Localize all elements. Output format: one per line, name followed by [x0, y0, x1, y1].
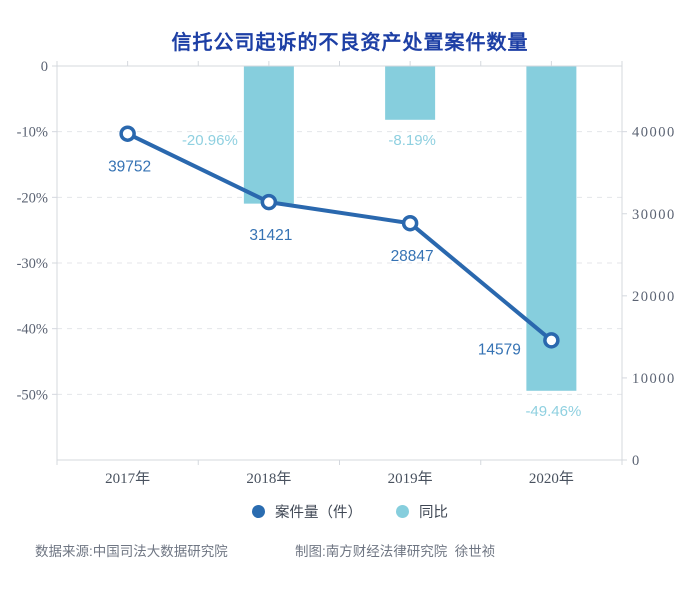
credit-text: 制图:南方财经法律研究院 徐世祯	[295, 544, 496, 559]
bar-series-dot-icon	[396, 505, 409, 518]
cases-line-point	[401, 214, 419, 232]
legend-item-cases: 案件量（件）	[252, 501, 362, 522]
left-axis-label: -50%	[17, 387, 48, 403]
yoy-bar-label: -8.19%	[388, 132, 436, 149]
right-axis-label: 30000	[632, 207, 676, 223]
right-axis-label: 20000	[632, 289, 676, 305]
yoy-bar-label: -20.96%	[182, 132, 238, 149]
x-axis-label: 2020年	[529, 470, 574, 487]
legend-item-yoy: 同比	[396, 501, 448, 522]
chart-legend: 案件量（件） 同比	[0, 501, 700, 522]
chart-footer: 数据来源:中国司法大数据研究院 制图:南方财经法律研究院 徐世祯	[0, 540, 700, 560]
yoy-bar	[243, 66, 294, 204]
cases-value-label: 39752	[108, 159, 151, 176]
left-axis-label: 0	[41, 59, 48, 75]
x-axis-label: 2018年	[246, 470, 291, 487]
left-axis-label: -10%	[17, 125, 48, 141]
right-axis-label: 0	[632, 453, 641, 469]
cases-value-label: 14579	[478, 341, 521, 358]
cases-value-label: 28847	[391, 248, 434, 265]
line-series-dot-icon	[252, 505, 265, 518]
cases-line-point	[119, 125, 136, 142]
x-axis-label: 2017年	[105, 470, 150, 487]
left-axis-label: -20%	[17, 190, 48, 206]
right-axis-label: 40000	[632, 125, 676, 141]
chart-plot-area: 0 -10% -20% -30% -40% -50% 0 10000 20000 30000 400…	[17, 59, 676, 487]
data-source-text: 数据来源:中国司法大数据研究院	[35, 544, 228, 559]
legend-label-yoy: 同比	[419, 505, 448, 521]
cases-line	[125, 131, 554, 343]
legend-label-cases: 案件量（件）	[275, 505, 362, 521]
left-axis-label: -30%	[17, 256, 48, 272]
cases-line-point	[543, 332, 560, 349]
combo-chart-svg: 0 -10% -20% -30% -40% -50% 0 10000 20000 30000 400…	[17, 59, 676, 487]
cases-value-label: 31421	[249, 227, 292, 244]
chart-title: 信托公司起诉的不良资产处置案件数量	[171, 32, 529, 54]
x-axis-label: 2019年	[388, 470, 433, 487]
yoy-bar	[385, 66, 436, 120]
left-axis-label: -40%	[17, 322, 48, 338]
cases-line-point	[260, 193, 278, 211]
yoy-bar-label: -49.46%	[525, 403, 581, 420]
right-axis-label: 10000	[632, 371, 676, 387]
